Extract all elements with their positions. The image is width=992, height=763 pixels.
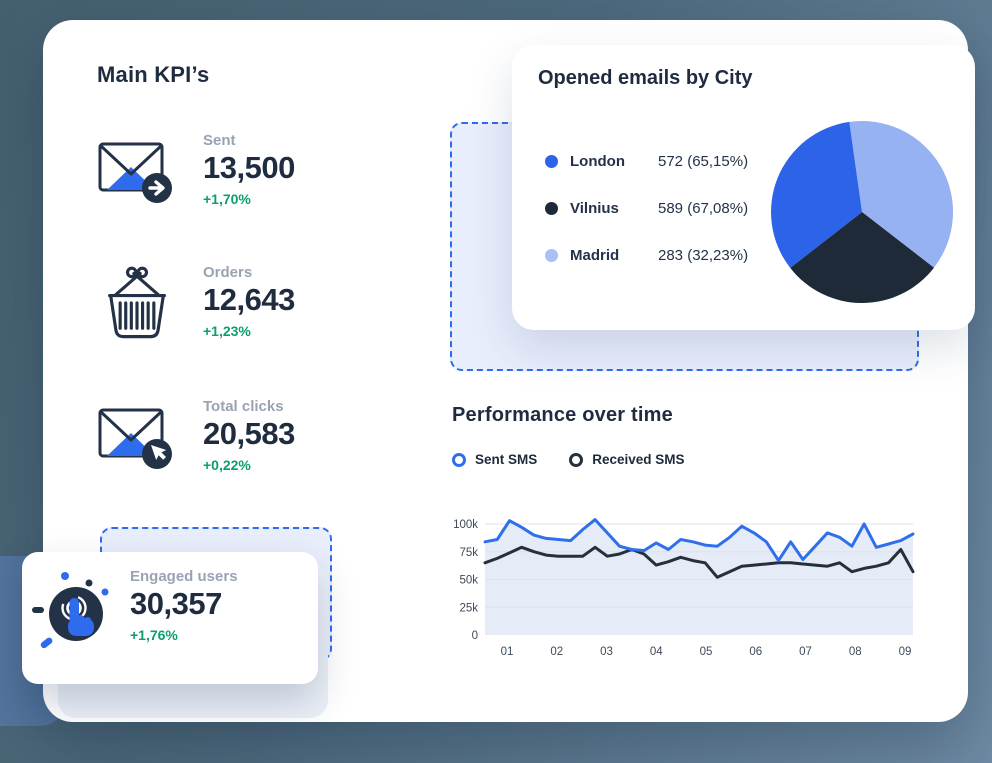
kpi-item-orders: Orders 12,643 +1,23% [97,264,295,344]
engaged-users-card: Engaged users 30,357 +1,76% [22,552,318,684]
kpi-value: 13,500 [203,150,295,185]
svg-text:08: 08 [849,646,862,658]
legend-label: Sent SMS [475,452,538,467]
svg-text:04: 04 [650,646,663,658]
performance-legend: Sent SMS Received SMS [452,452,685,467]
kpi-delta: +1,76% [130,626,178,643]
pie-legend: London 572 (65,15%) Vilnius 589 (67,08%)… [545,151,748,292]
svg-text:09: 09 [899,646,912,658]
legend-label: Received SMS [592,452,685,467]
kpi-item-total-clicks: Total clicks 20,583 +0,22% [97,398,295,478]
svg-text:0: 0 [472,630,478,642]
legend-item-vilnius[interactable]: Vilnius 589 (67,08%) [545,198,748,218]
pie-card-title: Opened emails by City [538,67,753,89]
legend-value: 589 (67,08%) [658,199,749,217]
kpi-label: Orders [203,264,253,281]
svg-text:06: 06 [749,646,762,658]
kpi-delta: +1,23% [203,322,251,339]
svg-text:05: 05 [700,646,713,658]
legend-item-sent-sms[interactable]: Sent SMS [452,452,537,467]
svg-text:25k: 25k [459,602,478,614]
legend-item-london[interactable]: London 572 (65,15%) [545,151,748,171]
kpi-delta: +1,70% [203,190,251,207]
legend-item-received-sms[interactable]: Received SMS [569,452,685,467]
kpi-value: 20,583 [203,416,295,451]
kpi-item-sent: Sent 13,500 +1,70% [97,132,295,212]
opened-emails-pie-chart [771,121,953,303]
svg-text:75k: 75k [459,547,478,559]
madrid-dot-icon [545,248,558,262]
clicks-mail-icon [98,408,172,469]
kpi-label: Total clicks [203,398,284,415]
kpi-section-title: Main KPI’s [97,62,210,87]
kpi-label: Engaged users [130,568,238,585]
legend-city: London [570,152,625,170]
vilnius-dot-icon [545,201,558,215]
kpi-value: 12,643 [203,282,295,317]
engaged-touch-icon [32,572,109,649]
svg-text:03: 03 [600,646,613,658]
svg-text:07: 07 [799,646,812,658]
sent-mail-icon [98,142,172,203]
legend-city: Vilnius [570,199,619,217]
legend-item-madrid[interactable]: Madrid 283 (32,23%) [545,245,748,265]
kpi-value: 30,357 [130,586,222,621]
kpi-delta: +0,22% [203,456,251,473]
received-sms-ring-icon [569,452,584,467]
london-dot-icon [545,154,558,168]
orders-basket-icon [108,266,166,339]
opened-emails-card: Opened emails by City London 572 (65,15%… [512,45,975,330]
performance-title: Performance over time [452,404,673,426]
performance-line-chart: 100k 75k 50k 25k 0 01 02 03 04 05 06 07 08 09 [453,518,915,658]
sent-sms-ring-icon [452,452,466,467]
svg-text:100k: 100k [453,519,478,531]
kpi-item-engaged-users: Engaged users 30,357 +1,76% [32,568,238,660]
svg-text:02: 02 [550,646,563,658]
svg-text:50k: 50k [459,575,478,587]
legend-city: Madrid [570,246,620,264]
legend-value: 283 (32,23%) [658,246,749,264]
svg-text:01: 01 [501,646,514,658]
kpi-label: Sent [203,132,236,149]
legend-value: 572 (65,15%) [658,152,749,170]
